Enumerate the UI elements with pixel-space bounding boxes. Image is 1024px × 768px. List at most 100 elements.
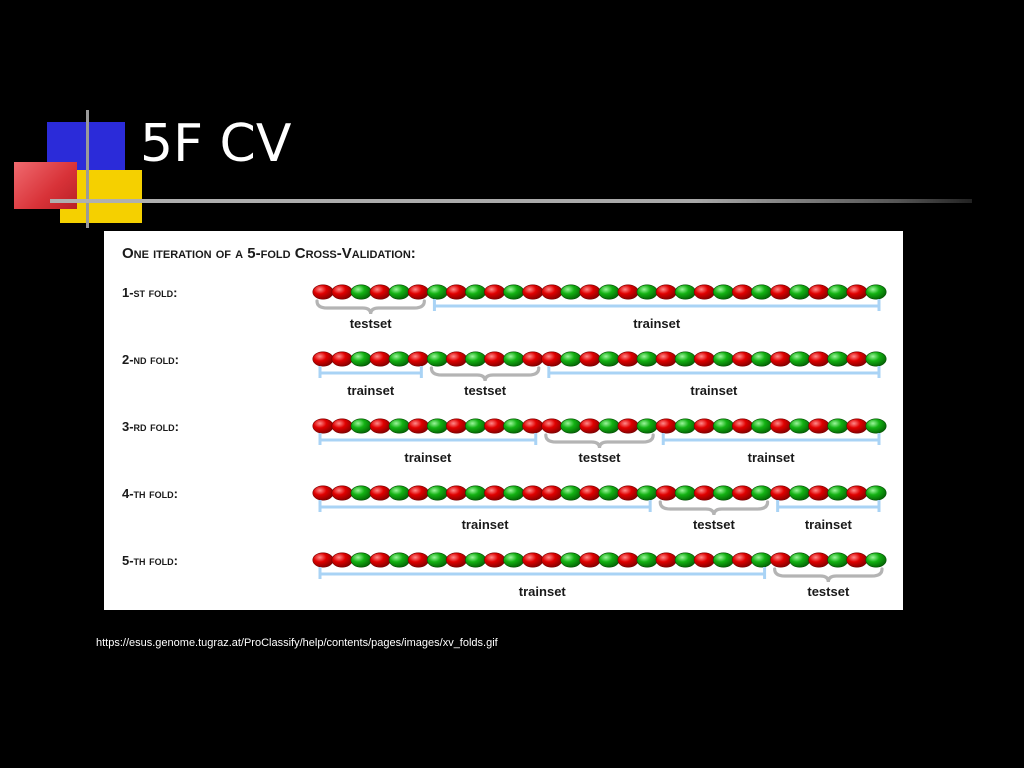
green-sample-bead — [465, 418, 487, 434]
green-sample-bead — [789, 351, 811, 367]
red-sample-bead — [312, 284, 334, 300]
green-sample-bead — [636, 351, 658, 367]
green-sample-bead — [465, 351, 487, 367]
red-sample-bead — [312, 351, 334, 367]
red-sample-bead — [407, 418, 429, 434]
red-sample-bead — [331, 418, 353, 434]
red-sample-bead — [331, 284, 353, 300]
fold-row: 4-th fold: trainset testset trainset — [122, 485, 887, 532]
red-sample-bead — [579, 351, 601, 367]
green-sample-bead — [636, 418, 658, 434]
green-sample-bead — [751, 552, 773, 568]
testset-label: testset — [464, 383, 507, 398]
red-sample-bead — [693, 284, 715, 300]
red-sample-bead — [693, 485, 715, 501]
green-sample-bead — [827, 284, 849, 300]
green-sample-bead — [751, 418, 773, 434]
red-sample-bead — [579, 485, 601, 501]
green-sample-bead — [465, 485, 487, 501]
green-sample-bead — [426, 418, 448, 434]
green-sample-bead — [827, 418, 849, 434]
red-sample-bead — [617, 351, 639, 367]
red-sample-bead — [541, 418, 563, 434]
green-sample-bead — [636, 552, 658, 568]
red-sample-bead — [522, 552, 544, 568]
green-sample-bead — [388, 418, 410, 434]
red-sample-bead — [407, 351, 429, 367]
fold-label: 3-rd fold: — [122, 419, 179, 434]
red-sample-bead — [579, 418, 601, 434]
red-sample-bead — [770, 552, 792, 568]
figure-heading: One iteration of a 5-fold Cross-Validati… — [122, 245, 416, 262]
cv-diagram: One iteration of a 5-fold Cross-Validati… — [122, 245, 887, 599]
red-sample-bead — [312, 418, 334, 434]
green-sample-bead — [712, 351, 734, 367]
red-sample-bead — [770, 351, 792, 367]
red-sample-bead — [445, 284, 467, 300]
red-sample-bead — [732, 284, 754, 300]
red-sample-bead — [732, 418, 754, 434]
green-sample-bead — [712, 284, 734, 300]
green-sample-bead — [674, 485, 696, 501]
red-sample-bead — [808, 351, 830, 367]
red-sample-bead — [445, 351, 467, 367]
red-sample-bead — [331, 485, 353, 501]
trainset-label: trainset — [748, 450, 796, 465]
red-sample-bead — [846, 351, 868, 367]
fold-row: 3-rd fold: trainset testset trainset — [122, 418, 887, 465]
green-sample-bead — [827, 485, 849, 501]
green-sample-bead — [465, 284, 487, 300]
decor-vertical-line — [86, 110, 89, 228]
green-sample-bead — [350, 485, 372, 501]
fold-row: 1-st fold: testset trainset — [122, 284, 887, 331]
green-sample-bead — [674, 284, 696, 300]
green-sample-bead — [598, 284, 620, 300]
green-sample-bead — [503, 552, 525, 568]
green-sample-bead — [865, 284, 887, 300]
green-sample-bead — [560, 418, 582, 434]
red-sample-bead — [484, 552, 506, 568]
red-sample-bead — [846, 284, 868, 300]
red-sample-bead — [312, 485, 334, 501]
red-sample-bead — [541, 351, 563, 367]
slide-title: 5F CV — [140, 114, 292, 174]
green-sample-bead — [751, 284, 773, 300]
trainset-label: trainset — [633, 316, 681, 331]
green-sample-bead — [598, 418, 620, 434]
green-sample-bead — [789, 552, 811, 568]
red-sample-bead — [369, 284, 391, 300]
trainset-label: trainset — [690, 383, 738, 398]
red-sample-bead — [331, 552, 353, 568]
red-sample-bead — [693, 418, 715, 434]
green-sample-bead — [560, 552, 582, 568]
fold-label: 4-th fold: — [122, 486, 178, 501]
red-sample-bead — [541, 284, 563, 300]
red-sample-bead — [808, 418, 830, 434]
red-sample-bead — [732, 552, 754, 568]
green-sample-bead — [674, 418, 696, 434]
trainset-label: trainset — [462, 517, 510, 532]
red-sample-bead — [808, 284, 830, 300]
green-sample-bead — [388, 351, 410, 367]
green-sample-bead — [560, 351, 582, 367]
red-sample-bead — [541, 552, 563, 568]
title-underline — [50, 199, 972, 203]
red-sample-bead — [732, 485, 754, 501]
red-sample-bead — [445, 485, 467, 501]
green-sample-bead — [789, 284, 811, 300]
red-sample-bead — [541, 485, 563, 501]
red-sample-bead — [617, 552, 639, 568]
green-sample-bead — [865, 351, 887, 367]
red-sample-bead — [655, 485, 677, 501]
testset-brace — [773, 567, 884, 583]
red-sample-bead — [655, 418, 677, 434]
red-sample-bead — [445, 552, 467, 568]
red-sample-bead — [770, 284, 792, 300]
red-sample-bead — [445, 418, 467, 434]
red-sample-bead — [369, 418, 391, 434]
fold-label: 1-st fold: — [122, 285, 178, 300]
source-url: https://esus.genome.tugraz.at/ProClassif… — [96, 637, 498, 649]
testset-brace — [544, 433, 655, 449]
green-sample-bead — [350, 351, 372, 367]
green-sample-bead — [503, 351, 525, 367]
